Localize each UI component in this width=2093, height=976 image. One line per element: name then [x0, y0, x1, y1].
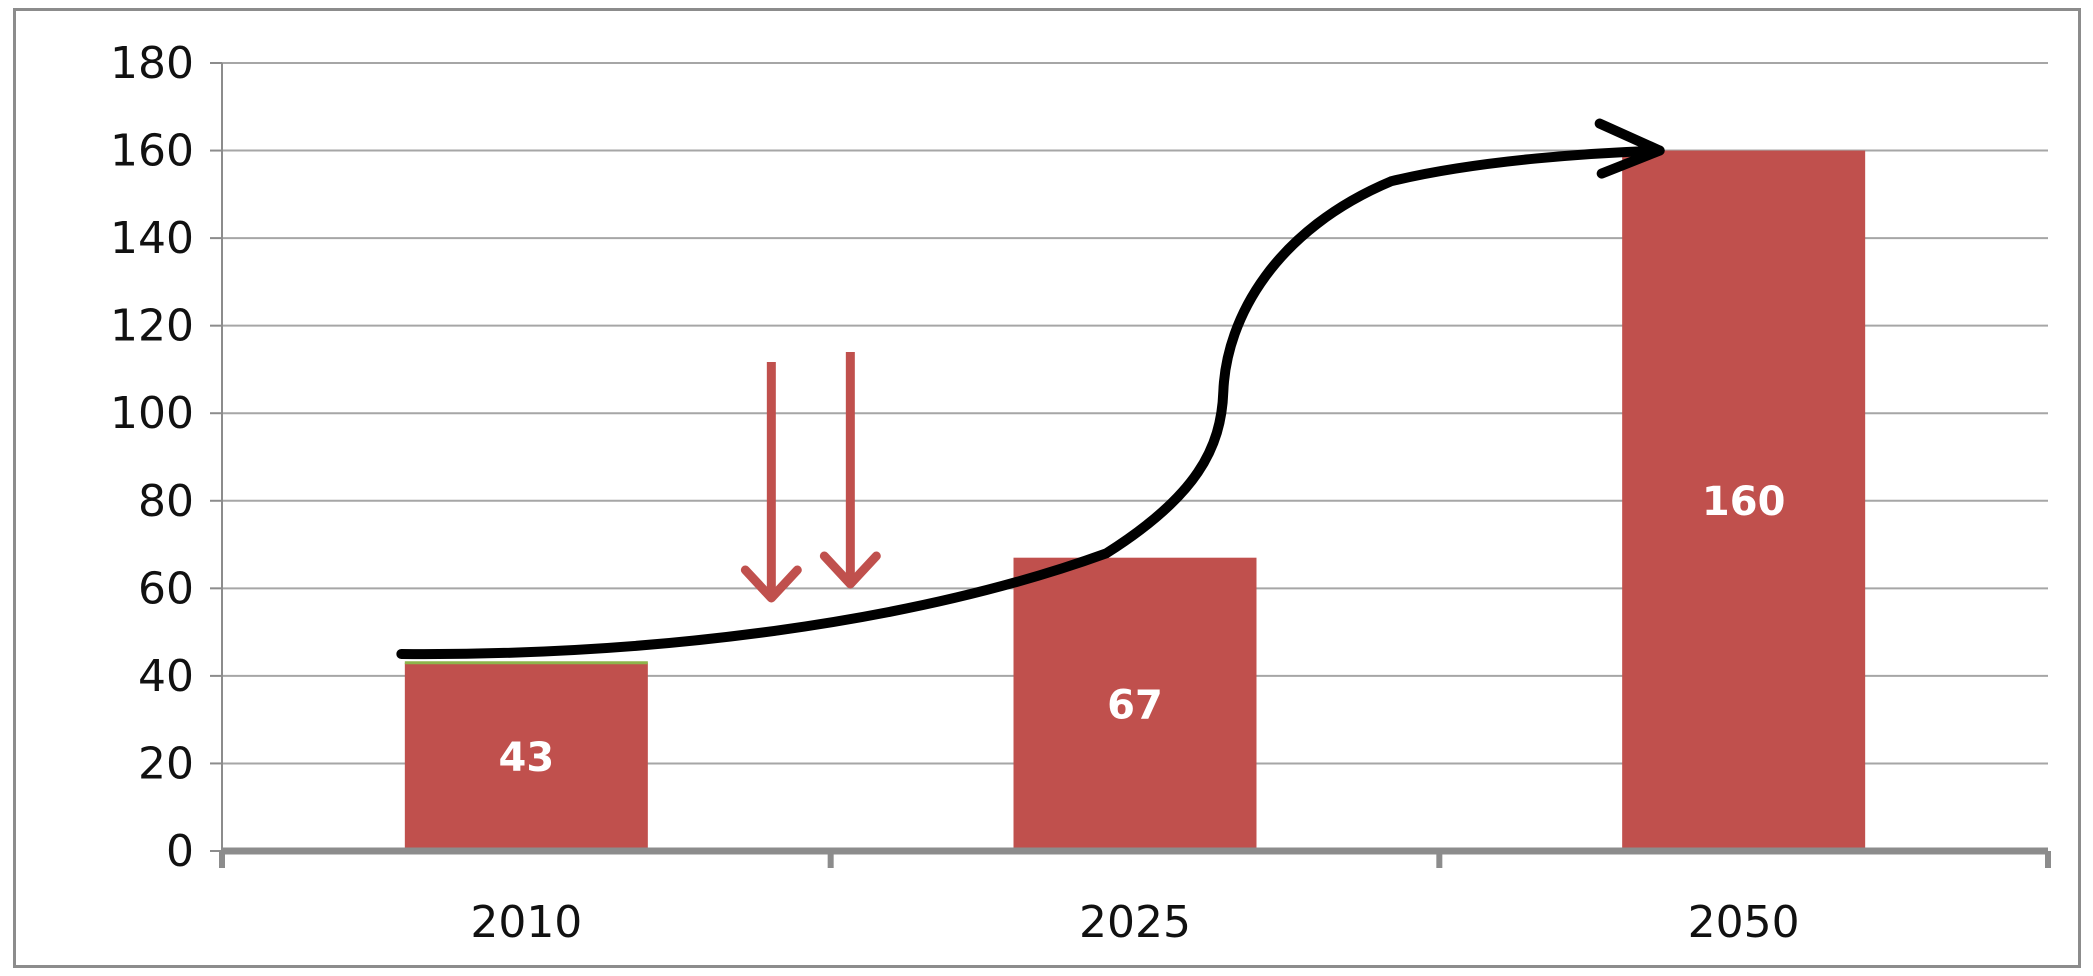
y-tick-label: 100 [110, 388, 194, 439]
growth-curve-arrowhead [1594, 118, 1665, 179]
x-axis [219, 63, 2051, 868]
y-axis-tick-labels: 0 20 40 60 80 100 120 140 160 180 [110, 38, 194, 877]
y-tick-label: 60 [138, 563, 194, 614]
annotations [396, 118, 1665, 660]
data-label-2010: 43 [498, 735, 554, 781]
y-tick-label: 0 [166, 826, 194, 877]
data-labels: 43 67 160 [498, 479, 1785, 781]
y-tick-label: 20 [138, 738, 194, 789]
bar-2050 [1622, 150, 1866, 852]
x-tick-label: 2010 [470, 897, 582, 948]
y-tick-label: 40 [138, 651, 194, 702]
y-tick-label: 120 [110, 301, 194, 352]
red-down-arrowhead [819, 551, 881, 589]
y-tick-label: 180 [110, 38, 194, 89]
bars [404, 150, 1866, 852]
growth-curve-arrow [396, 145, 1665, 660]
x-axis-tick-labels: 2010 2025 2050 [470, 897, 1799, 948]
bar-2010 [404, 662, 648, 851]
y-tick-label: 140 [110, 213, 194, 264]
x-tick-label: 2025 [1079, 897, 1191, 948]
y-tick-label: 80 [138, 476, 194, 527]
data-label-2025: 67 [1107, 682, 1163, 728]
data-label-2050: 160 [1702, 479, 1786, 525]
y-tick-label: 160 [110, 126, 194, 177]
bar-2025 [1013, 557, 1257, 851]
red-down-arrowhead [740, 565, 802, 603]
x-tick-label: 2050 [1688, 897, 1800, 948]
